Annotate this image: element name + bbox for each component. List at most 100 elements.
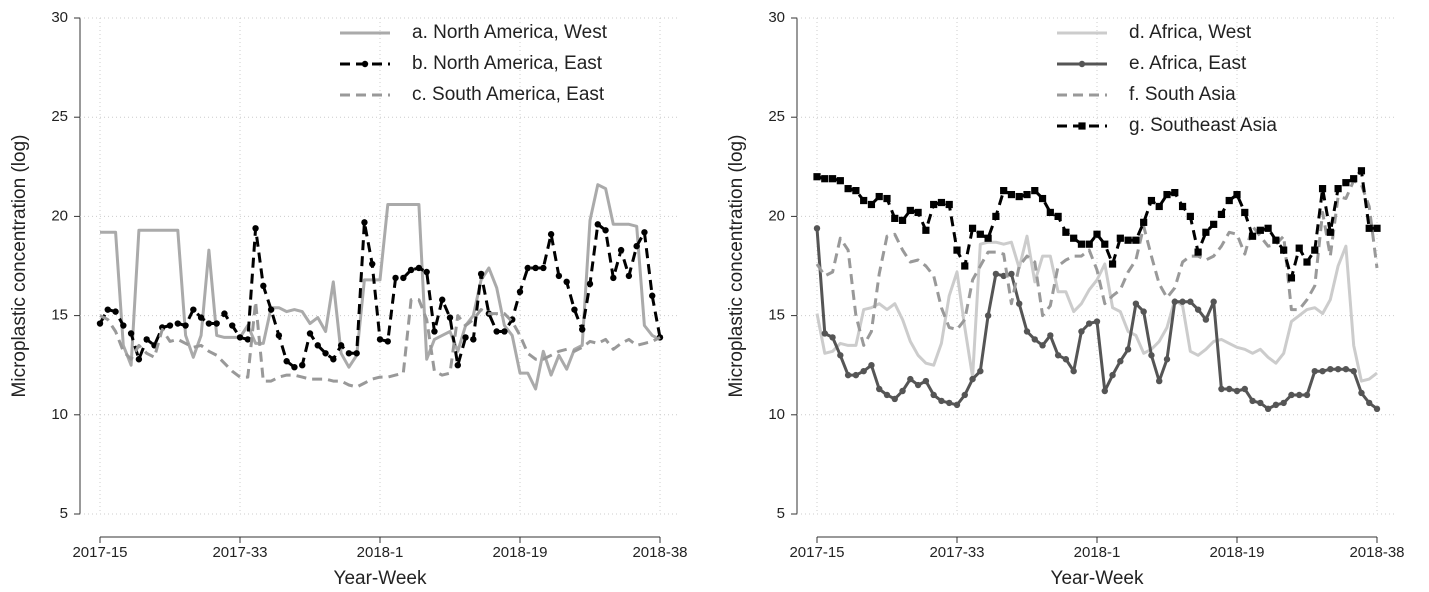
point <box>844 185 852 193</box>
point <box>821 175 829 183</box>
point <box>1327 365 1334 373</box>
point <box>415 264 423 272</box>
point <box>1248 232 1257 240</box>
point <box>1264 405 1272 413</box>
legend-label: c. South America, East <box>412 84 605 105</box>
point <box>1350 175 1358 183</box>
point <box>291 363 298 371</box>
point <box>1350 367 1357 375</box>
series-line <box>815 234 1378 383</box>
point <box>1078 328 1085 335</box>
point <box>96 320 104 327</box>
x-axis-title: Year-Week <box>1051 568 1144 589</box>
point <box>1062 356 1070 363</box>
point <box>867 200 876 209</box>
point <box>1031 187 1039 195</box>
panel: 5 10 15 20 25 30 2017-15 2017-33 2018-1 2018-19 20… <box>726 9 1405 589</box>
point <box>1109 371 1116 379</box>
y-tick-label: 5 <box>777 505 785 522</box>
y-tick-label: 30 <box>51 9 68 26</box>
point <box>1070 234 1078 242</box>
point <box>174 320 181 327</box>
point <box>1132 300 1140 307</box>
point <box>953 246 961 254</box>
point <box>1334 365 1342 373</box>
point <box>907 375 914 383</box>
point <box>922 226 930 234</box>
point <box>516 288 524 295</box>
point <box>283 358 290 365</box>
legend-marker <box>361 60 369 68</box>
point <box>914 381 922 389</box>
point <box>586 280 594 288</box>
point <box>837 352 844 359</box>
y-tick-label: 20 <box>768 207 785 224</box>
point <box>937 198 946 207</box>
point <box>1218 385 1225 393</box>
point <box>875 192 883 201</box>
x-tick-label: 2018-1 <box>357 544 404 561</box>
point <box>1365 224 1373 232</box>
point <box>1023 328 1031 335</box>
point <box>938 397 945 405</box>
point <box>1311 367 1318 375</box>
point <box>1147 196 1156 205</box>
point <box>330 356 337 363</box>
point <box>992 270 1000 278</box>
point <box>977 367 984 375</box>
point <box>369 260 376 268</box>
point <box>1233 387 1241 395</box>
y-tick-label: 10 <box>768 406 785 423</box>
x-tick-label: 2017-15 <box>72 544 127 561</box>
point <box>914 208 922 217</box>
x-tick-label: 2018-38 <box>1349 544 1404 561</box>
point <box>610 274 617 282</box>
point <box>1054 352 1062 359</box>
point <box>384 338 391 345</box>
point <box>1288 391 1295 399</box>
point <box>462 334 469 341</box>
point <box>968 224 977 232</box>
point <box>1124 236 1132 244</box>
point <box>477 270 485 278</box>
point <box>400 274 407 282</box>
series-line <box>99 298 661 389</box>
point <box>1225 196 1233 205</box>
point <box>1178 202 1187 211</box>
point <box>1226 385 1233 393</box>
point <box>1016 300 1023 307</box>
x-axis-title: Year-Week <box>334 568 427 589</box>
point <box>1093 318 1101 325</box>
point <box>1054 212 1062 220</box>
x-tick-label: 2018-19 <box>492 544 547 561</box>
point <box>1000 187 1008 195</box>
point <box>361 219 368 226</box>
point <box>1342 365 1350 373</box>
point <box>1148 352 1155 359</box>
panel: 5 10 15 20 25 30 2017-15 2017-33 2018-1 2018-19 20… <box>9 9 688 589</box>
point <box>1241 385 1248 393</box>
x-tick-label: 2017-33 <box>212 544 267 561</box>
point <box>454 362 461 369</box>
point <box>493 328 500 335</box>
point <box>930 391 937 399</box>
point <box>868 362 875 369</box>
point <box>392 274 399 282</box>
point <box>1047 332 1054 339</box>
point <box>213 320 220 327</box>
point <box>883 391 891 399</box>
point <box>127 330 135 337</box>
point <box>860 367 867 375</box>
point <box>260 282 267 290</box>
point <box>1217 210 1226 219</box>
point <box>1132 236 1140 244</box>
legend-label: a. North America, West <box>412 22 608 43</box>
point <box>844 371 852 379</box>
point <box>1280 246 1288 254</box>
y-tick-label: 25 <box>51 108 68 125</box>
point <box>1280 399 1287 407</box>
y-tick-label: 5 <box>60 505 68 522</box>
x-tick-label: 2018-19 <box>1209 544 1264 561</box>
point <box>1085 240 1093 248</box>
